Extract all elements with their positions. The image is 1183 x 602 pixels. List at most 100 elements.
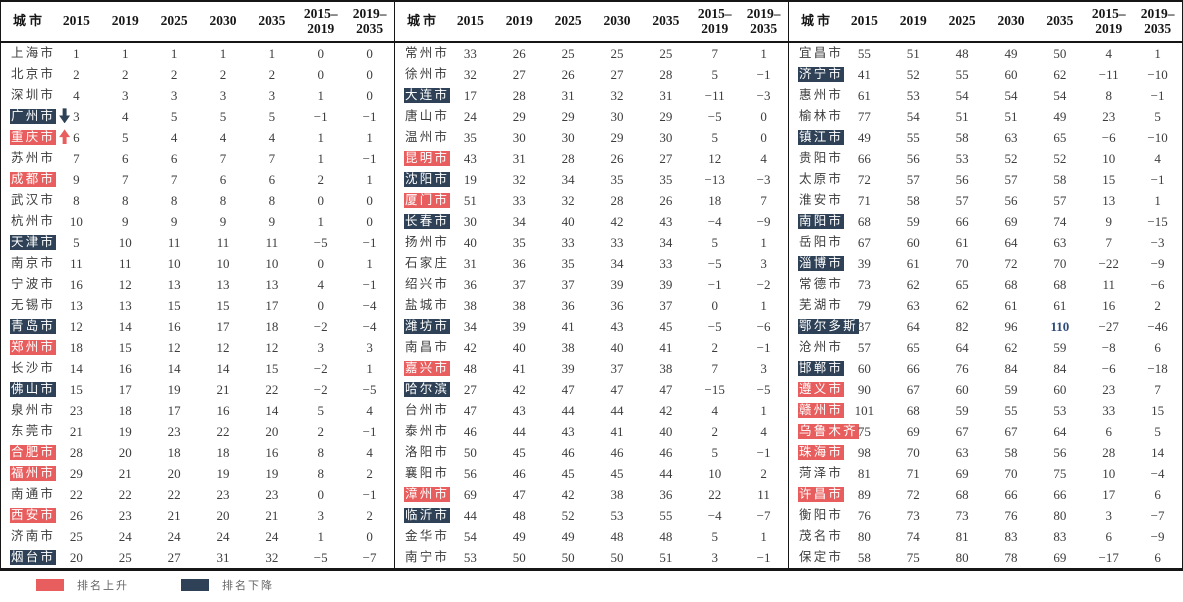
rank-value: 10 [1102, 150, 1116, 166]
rank-value: 55 [857, 45, 871, 61]
rank-value: −5 [707, 108, 722, 124]
rank-value: 6 [219, 171, 227, 187]
rank-value: 53 [610, 507, 624, 523]
rank-value: 43 [463, 150, 477, 166]
rank-value: 59 [906, 213, 920, 229]
rank-value: 31 [512, 150, 526, 166]
rank-value: 23 [69, 402, 83, 418]
rank-value: 16 [118, 360, 132, 376]
rank-value: 1 [73, 45, 80, 61]
city-cell: 盐城市 [395, 297, 447, 315]
table-row: 北京市 2 2 2 2 2 0 0 [1, 64, 394, 85]
rank-value: 2 [366, 507, 373, 523]
rank-value: −1 [362, 486, 377, 502]
rank-value: 27 [512, 66, 526, 82]
rank-value: 8 [122, 192, 129, 208]
city-cell: 嘉兴市 [395, 360, 451, 378]
city-cell: 临沂市 [395, 507, 451, 525]
city-name: 扬州市 [405, 235, 450, 250]
rank-value: 83 [1004, 528, 1018, 544]
rank-value: 23 [265, 486, 279, 502]
rank-value: 31 [561, 87, 575, 103]
rank-value: 89 [857, 486, 871, 502]
table-row: 潍坊市 34 39 41 43 45 −5 −6 [395, 316, 788, 337]
rank-value: −1 [362, 150, 377, 166]
rank-value: 48 [610, 528, 624, 544]
table-row: 济宁市 41 52 55 60 62 −11 −10 [789, 64, 1182, 85]
table-row: 广州市 3 4 5 5 5 −1 −1 [1, 106, 394, 127]
rank-value: 37 [659, 297, 673, 313]
table-body: 宜昌市 55 51 48 49 50 4 1 济宁市 41 52 55 60 62 −11 −10 惠州市 61 5… [789, 43, 1182, 568]
table-row: 遵义市 90 67 60 59 60 23 7 [789, 379, 1182, 400]
rank-value: 14 [69, 360, 83, 376]
city-name: 淄博市 [798, 256, 845, 272]
rank-value: 24 [167, 528, 181, 544]
rank-value: 13 [167, 276, 181, 292]
rank-value: 38 [463, 297, 477, 313]
rank-value: 54 [1053, 87, 1067, 103]
rank-value: 47 [610, 381, 624, 397]
rank-value: 45 [512, 444, 526, 460]
rank-value: 6 [1154, 486, 1161, 502]
rank-value: 68 [1004, 276, 1018, 292]
rank-value: 68 [906, 402, 920, 418]
rank-value: 5 [1154, 423, 1161, 439]
rank-value: 5 [317, 402, 324, 418]
table-row: 武汉市 8 8 8 8 8 0 0 [1, 190, 394, 211]
rank-value: 1 [760, 297, 767, 313]
rank-value: 61 [1053, 297, 1067, 313]
rank-value: 66 [906, 360, 920, 376]
rank-value: 40 [512, 339, 526, 355]
rank-value: 30 [463, 213, 477, 229]
rank-value: 7 [1154, 381, 1161, 397]
table-row: 金华市 54 49 49 48 48 5 1 [395, 526, 788, 547]
rank-value: 45 [561, 465, 575, 481]
city-cell: 淄博市 [789, 255, 845, 273]
year-column-header: 2030 [997, 13, 1025, 29]
rank-value: 2 [122, 66, 129, 82]
rank-value: −15 [704, 381, 725, 397]
rank-value: 25 [561, 45, 575, 61]
rank-value: 41 [561, 318, 575, 334]
rank-value: 52 [906, 66, 920, 82]
rank-value: 53 [906, 87, 920, 103]
table-row: 厦门市 51 33 32 28 26 18 7 [395, 190, 788, 211]
rank-value: −2 [313, 318, 328, 334]
rank-value: 50 [463, 444, 477, 460]
city-name: 洛阳市 [405, 445, 450, 460]
rank-value: 43 [512, 402, 526, 418]
table-row: 许昌市 89 72 68 66 66 17 6 [789, 484, 1182, 505]
rank-value: 38 [610, 486, 624, 502]
rank-value: 47 [561, 381, 575, 397]
rank-value: 1 [760, 234, 767, 250]
rank-value: 10 [118, 234, 132, 250]
rank-value: 40 [610, 339, 624, 355]
city-cell: 宜昌市 [789, 45, 841, 63]
city-cell: 昆明市 [395, 150, 451, 168]
rank-value: 2 [366, 465, 373, 481]
city-name: 济宁市 [798, 67, 845, 83]
rank-value: 84 [1004, 360, 1018, 376]
rank-value: 0 [317, 486, 324, 502]
rank-value: 25 [659, 45, 673, 61]
rank-up-label: 排名上升 [77, 580, 129, 592]
rank-value: 29 [610, 129, 624, 145]
rank-value: 6 [268, 171, 276, 187]
city-cell: 东莞市 [1, 423, 53, 441]
table-row: 芜湖市 79 63 62 61 61 16 2 [789, 295, 1182, 316]
rank-value: 11 [1102, 276, 1115, 292]
rank-value: 38 [659, 360, 673, 376]
city-name: 成都市 [10, 172, 57, 188]
rank-value: 1 [1154, 45, 1161, 61]
rank-value: 12 [265, 339, 279, 355]
rank-value: 39 [659, 276, 673, 292]
rank-value: 53 [955, 150, 969, 166]
rank-value: 0 [366, 213, 373, 229]
rank-value: 29 [561, 108, 575, 124]
city-cell: 太原市 [789, 171, 841, 189]
rank-value: 20 [216, 507, 230, 523]
city-name: 镇江市 [798, 130, 845, 146]
rank-value: 8 [73, 192, 80, 208]
table-row: 衡阳市 76 73 73 76 80 3 −7 [789, 505, 1182, 526]
rank-value: 3 [219, 87, 227, 103]
